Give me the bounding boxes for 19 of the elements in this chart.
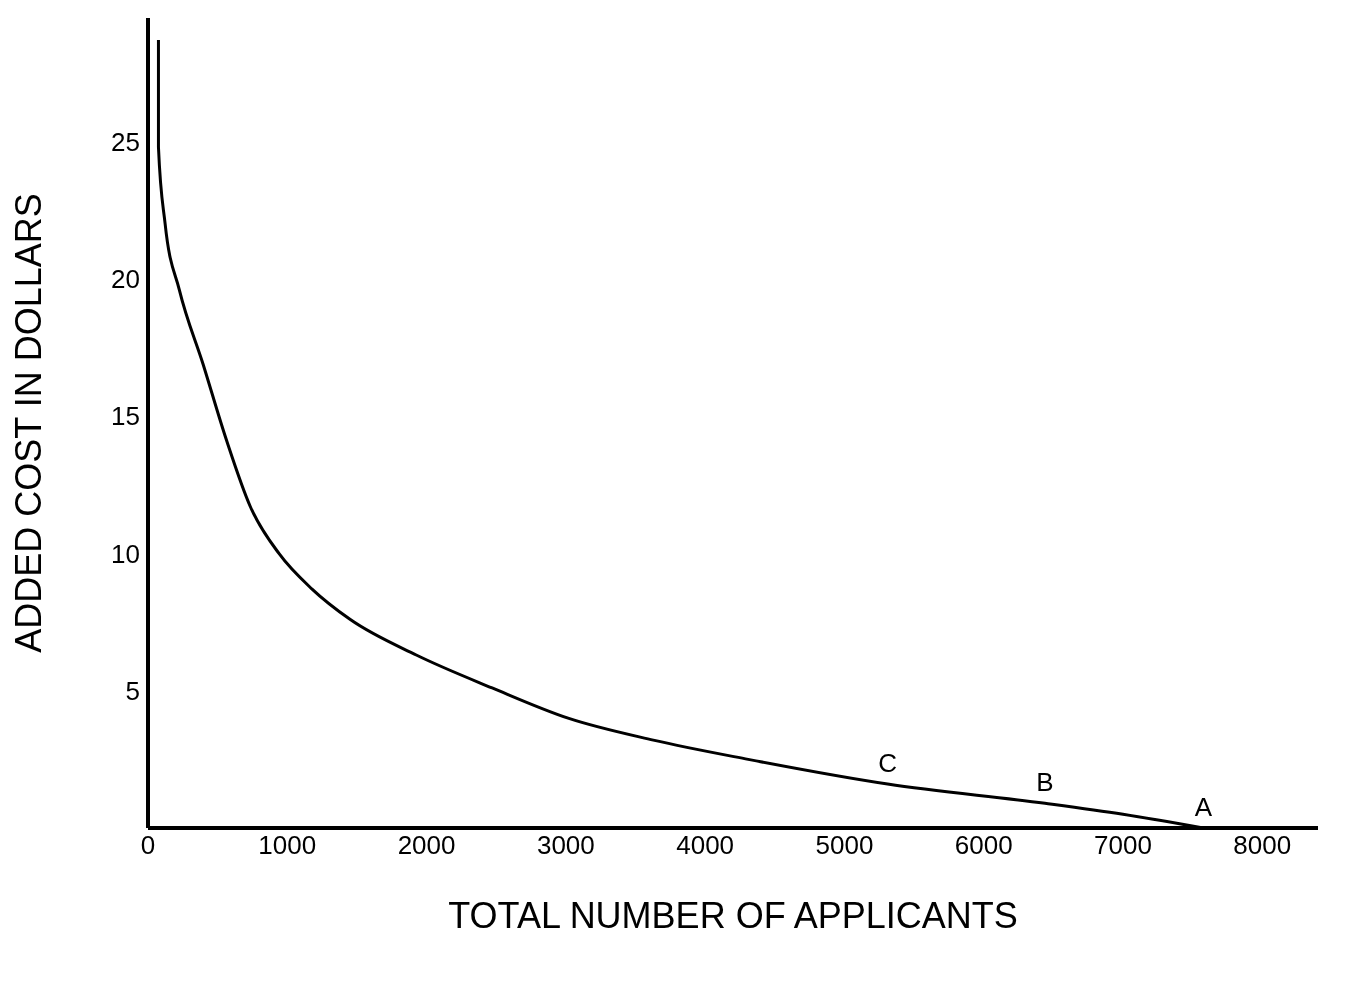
x-tick-label: 6000 [954,830,1013,861]
y-axis-title: ADDED COST IN DOLLARS [7,193,49,653]
x-tick-label: 7000 [1094,830,1152,861]
x-tick-label: 4000 [676,830,735,861]
y-tick-label: 15 [111,401,140,432]
x-axis-title: TOTAL NUMBER OF APPLICANTS [448,895,1018,936]
y-tick-label: 25 [111,126,140,157]
y-tick-label: 5 [125,675,140,706]
x-tick-label: 2000 [397,830,456,861]
x-tick-label: 8000 [1233,830,1292,861]
x-tick-label: 1000 [258,830,317,861]
annotation: B [1036,767,1054,798]
x-tick-label: 3000 [536,830,595,861]
y-tick-label: 10 [111,538,140,569]
annotation: C [878,748,897,779]
x-tick-label: 0 [140,830,156,861]
y-tick-label: 20 [111,264,140,295]
x-tick-label: 5000 [815,830,874,861]
annotation: A [1194,792,1213,822]
